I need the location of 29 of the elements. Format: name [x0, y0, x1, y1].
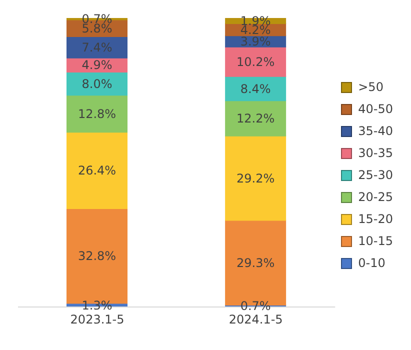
legend-label: 35-40: [358, 124, 393, 138]
bar: [225, 46, 286, 77]
bar: [66, 94, 128, 133]
legend-label: 40-50: [358, 102, 393, 116]
legend-label: 30-35: [358, 146, 393, 160]
data-label: 26.4%: [78, 164, 116, 178]
data-label: 3.9%: [240, 34, 271, 49]
x-tick-label: 2023.1-5: [70, 312, 124, 327]
data-label: 8.4%: [240, 82, 271, 96]
data-label: 4.9%: [82, 58, 112, 72]
bar: [225, 135, 286, 221]
legend-label: 0-10: [358, 256, 386, 270]
data-label: 29.2%: [236, 171, 275, 186]
data-label: 10.2%: [236, 54, 275, 69]
data-label: 29.3%: [236, 256, 275, 270]
legend-label: 15-20: [358, 212, 393, 226]
legend-label: 25-30: [358, 168, 393, 182]
legend-label: >50: [358, 80, 384, 94]
bar: [225, 100, 286, 136]
data-label: 8.0%: [82, 76, 112, 91]
data-label: 12.2%: [236, 112, 275, 126]
data-label: 1.3%: [82, 298, 112, 312]
x-tick-label: 2024.1-5: [228, 312, 283, 327]
legend-label: 10-15: [358, 234, 393, 248]
bar: [66, 132, 128, 209]
data-label: 7.4%: [82, 40, 112, 54]
data-label: 12.8%: [78, 106, 116, 121]
data-label: 32.8%: [78, 249, 116, 264]
legend-label: 20-25: [358, 190, 393, 204]
